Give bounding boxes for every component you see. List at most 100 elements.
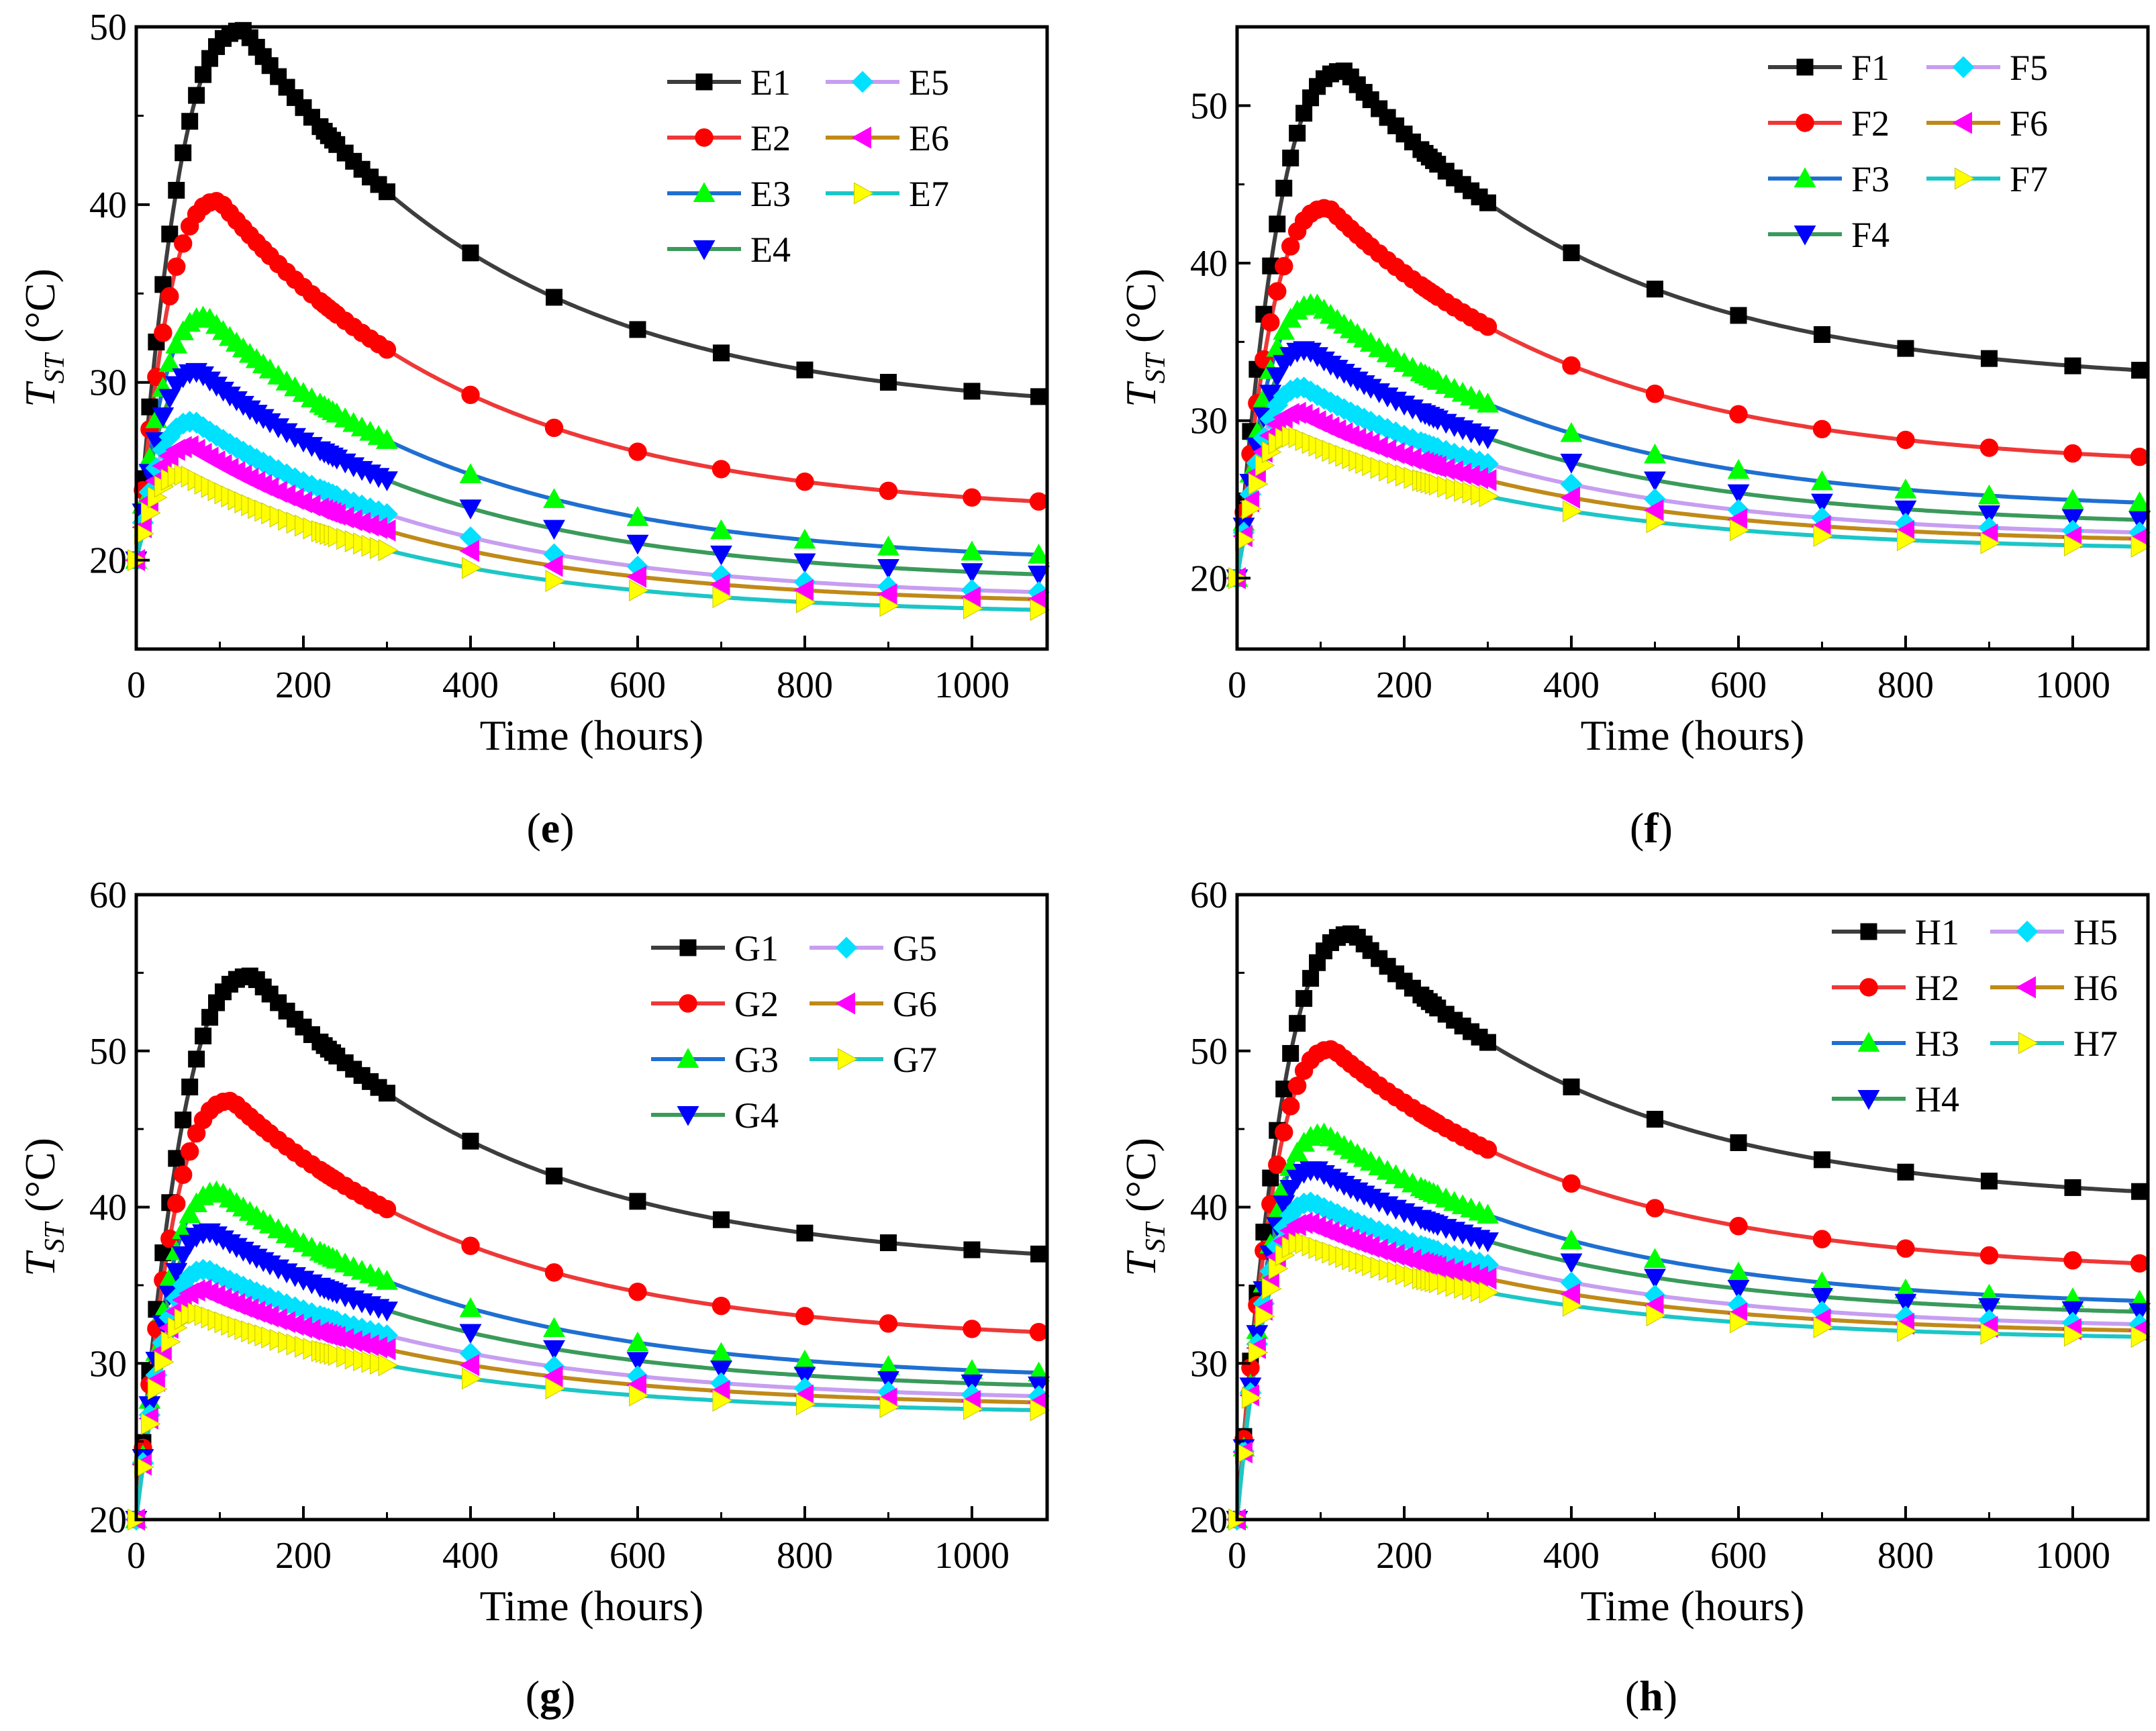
marker-G7 [879,1395,900,1418]
legend-label-G4: G4 [734,1095,779,1136]
legend-marker-G7 [838,1048,858,1071]
marker-G2 [712,1296,731,1316]
legend-marker-E5 [851,70,874,93]
marker-F2 [1275,256,1293,276]
x-axis-label: Time (hours) [1581,1582,1805,1630]
y-axis: 20 30 40 50 60 [89,875,150,1541]
legend-marker-G6 [835,992,855,1015]
y-axis-label: TST (°C) [1117,1138,1171,1277]
y-tick-label: 40 [1190,243,1228,285]
series-markers-H7 [1228,1232,2151,1531]
y-tick-label: 50 [1190,1031,1228,1073]
marker-H2 [1281,1097,1300,1116]
x-tick-label: 400 [1543,1535,1600,1577]
marker-E1 [168,181,185,199]
marker-H1 [1980,1173,1998,1190]
marker-F7 [1248,473,1269,495]
marker-H1 [1289,1015,1306,1032]
marker-F3 [1894,478,1917,499]
marker-G4 [793,1367,816,1387]
marker-G2 [963,1320,981,1338]
legend-label-G6: G6 [893,984,937,1024]
marker-H2 [1562,1174,1581,1193]
legend-marker-H6 [2016,976,2036,999]
series-line-G4 [134,1230,1039,1520]
marker-G2 [377,1199,397,1219]
marker-E3 [710,519,732,540]
marker-E1 [545,289,562,306]
marker-F1 [1282,149,1300,166]
legend-label-G2: G2 [734,984,779,1024]
marker-E1 [1030,388,1048,405]
marker-G1 [181,1078,199,1095]
marker-H4 [1644,1269,1666,1289]
legend-label-G7: G7 [893,1040,937,1080]
legend-marker-H2 [1859,978,1878,997]
marker-F2 [1896,430,1915,450]
marker-G1 [963,1241,981,1258]
y-tick-label: 40 [89,1187,127,1229]
marker-F3 [1727,458,1750,479]
marker-E4 [710,545,732,566]
series-markers-E2 [127,191,1048,570]
marker-F7 [1729,519,1750,542]
legend: H1 H2 H3 H4 H5 H6 H7 [1832,912,2118,1120]
x-tick-label: 1000 [2035,1535,2110,1577]
marker-E2 [544,418,564,438]
marker-G6 [375,1338,396,1361]
marker-H1 [1730,1134,1747,1151]
marker-F7 [1646,511,1667,534]
marker-G1 [462,1132,479,1150]
marker-H2 [2063,1251,2082,1270]
marker-H6 [1476,1267,1497,1290]
marker-H3 [1286,1141,1309,1162]
marker-E2 [628,442,647,461]
x-tick-label: 800 [1877,1535,1934,1577]
marker-F3 [1273,319,1295,340]
marker-G4 [376,1301,398,1322]
marker-F1 [1646,281,1663,298]
legend: E1 E2 E3 E4 E5 E6 E7 [667,62,949,270]
x-tick-label: 600 [609,664,666,706]
marker-H4 [1811,1288,1833,1308]
marker-E1 [188,87,205,104]
marker-H7 [1563,1294,1583,1317]
y-axis: 20 30 40 50 [89,7,150,582]
panel-caption: (h) [1625,1672,1677,1720]
marker-E3 [165,333,188,354]
marker-E2 [377,340,397,359]
marker-E7 [1030,599,1050,622]
marker-G1 [201,1009,219,1026]
marker-E1 [629,321,646,338]
marker-G2 [628,1283,647,1301]
marker-E1 [195,66,212,83]
marker-F7 [1234,528,1255,551]
x-tick-label: 800 [777,1535,833,1577]
legend-label-F1: F1 [1851,48,1890,88]
y-tick-label: 60 [1190,875,1228,916]
x-tick-label: 0 [127,1535,146,1577]
marker-F1 [1563,244,1580,262]
panel-g: 0 200 400 600 800 1000 20 30 40 50 60 Time (hours) T… [16,875,1050,1720]
marker-E3 [543,488,565,508]
marker-E6 [459,540,479,562]
legend-marker-F4 [1794,226,1816,246]
x-tick-label: 400 [442,664,499,706]
marker-E1 [181,113,199,130]
series-markers-E4 [125,362,1050,586]
marker-E1 [879,374,897,391]
marker-F1 [1897,340,1914,357]
marker-F3 [2128,491,2151,511]
y-tick-label: 50 [89,1031,127,1073]
marker-G1 [1030,1245,1048,1263]
x-tick-label: 600 [1710,1535,1767,1577]
x-axis-label: Time (hours) [1581,711,1805,759]
marker-H4 [1978,1298,2000,1318]
series-markers-G4 [125,1223,1050,1531]
marker-H4 [1727,1279,1750,1300]
y-tick-label: 30 [89,362,127,404]
marker-H2 [1979,1246,1999,1265]
marker-G1 [629,1193,646,1210]
legend-marker-E2 [695,128,714,147]
